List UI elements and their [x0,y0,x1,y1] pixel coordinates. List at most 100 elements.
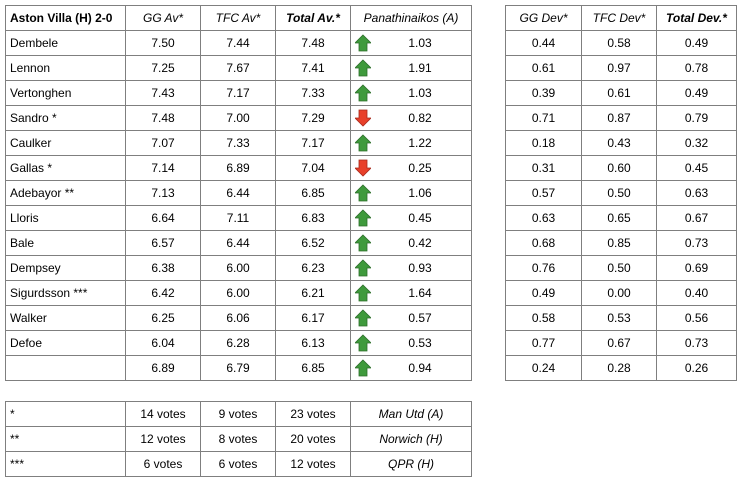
deviation-cell: 0.24 [505,355,582,381]
rating-cell: 7.48 [125,105,201,131]
rating-cell: 7.41 [275,55,351,81]
vote-count: 6 votes [125,451,201,477]
rating-cell: 6.85 [275,180,351,206]
footnote-row: ** 12 votes 8 votes 20 votes Norwich (H) [5,426,472,452]
deviation-cell: 0.53 [581,305,657,331]
rating-cell: 7.50 [125,30,201,56]
deviation-cell: 0.50 [581,255,657,281]
deviation-row: 0.63 0.65 0.67 [505,205,737,231]
rating-cell: 7.44 [200,30,276,56]
rating-cell: 6.17 [275,305,351,331]
down-arrow-icon [355,109,371,127]
rating-cell: 1.22 [350,130,472,156]
vote-count: 14 votes [125,401,201,427]
deviation-cell: 0.45 [656,155,737,181]
player-row: Dempsey 6.38 6.00 6.23 0.93 [5,255,472,281]
rating-cell: 7.04 [275,155,351,181]
rating-cell: 7.33 [275,80,351,106]
deviation-table: GG Dev* TFC Dev* Total Dev.* 0.44 0.58 0.49 0… [505,5,737,381]
player-name: Sigurdsson *** [5,280,126,306]
rating-cell: 6.25 [125,305,201,331]
rating-cell: 6.00 [200,255,276,281]
opponent: Norwich (H) [350,426,472,452]
rating-value: 0.93 [408,261,432,275]
column-header: GG Av* [125,5,201,31]
vote-count: 9 votes [200,401,276,427]
player-name: Walker [5,305,126,331]
rating-cell: 7.17 [275,130,351,156]
column-header: Aston Villa (H) 2-0 [5,5,126,31]
up-arrow-icon [355,259,371,277]
deviation-cell: 0.68 [505,230,582,256]
column-header: TFC Dev* [581,5,657,31]
up-arrow-icon [355,134,371,152]
up-arrow-icon [355,84,371,102]
vote-count: 23 votes [275,401,351,427]
footnote-marker: ** [5,426,126,452]
player-row: Defoe 6.04 6.28 6.13 0.53 [5,330,472,356]
up-arrow-icon [355,59,371,77]
rating-value: 1.03 [408,86,432,100]
player-row: Sigurdsson *** 6.42 6.00 6.21 1.64 [5,280,472,306]
vote-count: 8 votes [200,426,276,452]
rating-cell: 6.85 [275,355,351,381]
column-header: TFC Av* [200,5,276,31]
rating-cell: 6.52 [275,230,351,256]
deviation-cell: 0.56 [656,305,737,331]
rating-cell: 6.21 [275,280,351,306]
rating-value: 0.82 [408,111,432,125]
rating-cell: 7.11 [200,205,276,231]
player-name: Gallas * [5,155,126,181]
deviation-row: 0.68 0.85 0.73 [505,230,737,256]
deviation-row: 0.77 0.67 0.73 [505,330,737,356]
rating-value: 0.45 [408,211,432,225]
up-arrow-icon [355,209,371,227]
rating-cell: 7.25 [125,55,201,81]
rating-cell: 0.57 [350,305,472,331]
rating-value: 1.22 [408,136,432,150]
up-arrow-icon [355,184,371,202]
rating-cell: 0.94 [350,355,472,381]
deviation-cell: 0.58 [505,305,582,331]
up-arrow-icon [355,309,371,327]
player-row: Lennon 7.25 7.67 7.41 1.91 [5,55,472,81]
deviation-cell: 0.49 [656,30,737,56]
rating-cell: 1.64 [350,280,472,306]
opponent: Man Utd (A) [350,401,472,427]
rating-cell: 6.79 [200,355,276,381]
player-row: Sandro * 7.48 7.00 7.29 0.82 [5,105,472,131]
player-row: Gallas * 7.14 6.89 7.04 0.25 [5,155,472,181]
rating-value: 1.03 [408,36,432,50]
rating-cell: 0.45 [350,205,472,231]
deviation-row: 0.39 0.61 0.49 [505,80,737,106]
header-row: Aston Villa (H) 2-0 GG Av* TFC Av* Total Av… [5,5,472,31]
rating-cell: 6.04 [125,330,201,356]
deviation-cell: 0.60 [581,155,657,181]
up-arrow-icon [355,234,371,252]
deviation-cell: 0.67 [581,330,657,356]
deviation-cell: 0.69 [656,255,737,281]
rating-value: 1.91 [408,61,432,75]
rating-cell: 1.91 [350,55,472,81]
deviation-row: 0.76 0.50 0.69 [505,255,737,281]
ratings-table: Aston Villa (H) 2-0 GG Av* TFC Av* Total Av… [5,5,472,381]
deviation-cell: 0.28 [581,355,657,381]
deviation-cell: 0.43 [581,130,657,156]
rating-value: 0.53 [408,336,432,350]
deviation-cell: 0.97 [581,55,657,81]
deviation-cell: 0.73 [656,230,737,256]
header-row: GG Dev* TFC Dev* Total Dev.* [505,5,737,31]
player-name: Defoe [5,330,126,356]
rating-cell: 7.17 [200,80,276,106]
rating-cell: 6.13 [275,330,351,356]
footnote-marker: * [5,401,126,427]
player-row: Bale 6.57 6.44 6.52 0.42 [5,230,472,256]
deviation-cell: 0.61 [581,80,657,106]
vote-count: 12 votes [125,426,201,452]
player-name: Dempsey [5,255,126,281]
rating-cell: 1.06 [350,180,472,206]
player-name: Lennon [5,55,126,81]
rating-cell: 6.64 [125,205,201,231]
rating-cell: 1.03 [350,80,472,106]
